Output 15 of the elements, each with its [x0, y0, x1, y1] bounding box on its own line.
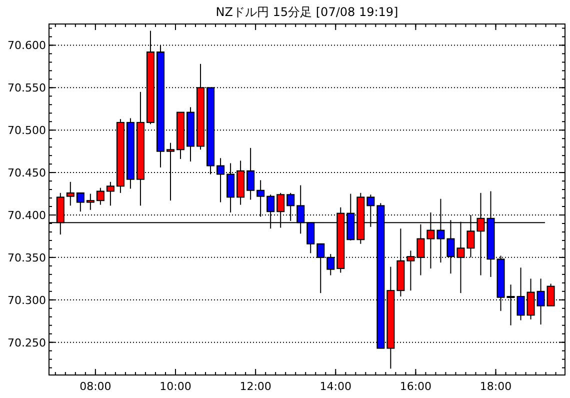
y-tick-label: 70.350 — [8, 251, 46, 264]
chart-title: NZドル円 15分足 [07/08 19:19] — [216, 5, 398, 19]
y-tick-label: 70.500 — [8, 124, 46, 138]
y-tick-label: 70.450 — [8, 166, 46, 180]
x-tick-label: 08:00 — [80, 380, 112, 393]
x-tick-label: 14:00 — [320, 380, 352, 393]
x-tick-label: 18:00 — [480, 380, 512, 393]
y-tick-label: 70.250 — [8, 336, 46, 350]
x-tick-label: 12:00 — [240, 380, 272, 393]
y-tick-label: 70.600 — [8, 39, 46, 52]
y-tick-label: 70.300 — [8, 294, 46, 307]
y-tick-label: 70.550 — [8, 82, 46, 95]
x-tick-label: 10:00 — [160, 380, 192, 393]
y-tick-label: 70.400 — [8, 208, 46, 222]
x-tick-label: 16:00 — [400, 380, 432, 393]
